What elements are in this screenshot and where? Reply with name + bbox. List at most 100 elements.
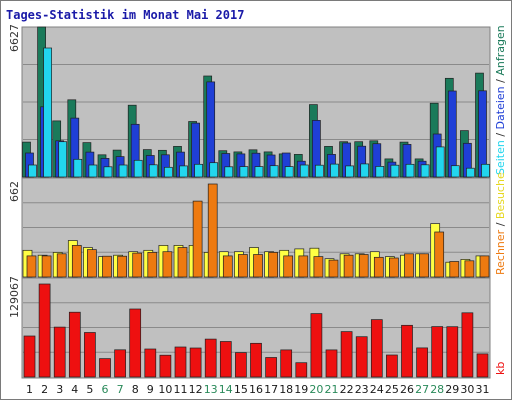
- bar-kb-day-22: [340, 331, 353, 378]
- bar-seiten-day-25: [390, 164, 400, 178]
- bar-kb-day-18: [280, 349, 293, 378]
- bar-dateien-day-29: [447, 90, 457, 178]
- x-tick-label-day-30: 30: [460, 383, 474, 396]
- bar-rechner-day-4: [71, 245, 82, 278]
- panel-middle-ymax-label: 662: [8, 181, 21, 202]
- bar-rechner-day-18: [283, 255, 294, 278]
- bar-kb-day-9: [144, 348, 157, 378]
- bar-seiten-day-1: [28, 164, 37, 178]
- bar-kb-day-24: [370, 319, 383, 378]
- bar-seiten-day-29: [450, 165, 460, 178]
- bar-kb-day-17: [265, 357, 277, 378]
- chart-title: Tages-Statistik im Monat Mai 2017: [6, 8, 244, 22]
- bar-seiten-day-12: [194, 163, 203, 178]
- bar-kb-day-4: [68, 311, 81, 378]
- bar-seiten-day-23: [360, 163, 370, 178]
- bar-kb-day-5: [84, 332, 96, 378]
- x-axis-labels: 1 2 3 4 5 6 7 8 9 10 11 12 13 14 15 16 17 18 19 20 21 22 23 24 2…: [26, 383, 490, 396]
- bar-rechner-day-16: [253, 254, 263, 278]
- legend-anfragen: Anfragen: [494, 25, 507, 75]
- bar-seiten-day-13: [209, 162, 219, 178]
- bar-kb-day-11: [174, 346, 187, 378]
- x-tick-label-day-5: 5: [86, 383, 93, 396]
- bar-seiten-day-19: [299, 164, 309, 178]
- svg-text:Rechner / Besuche: Rechner / Besuche: [494, 172, 507, 275]
- panel-bottom-ymax-label: 129067: [8, 276, 21, 318]
- x-tick-label-day-8: 8: [132, 383, 139, 396]
- legend-separator-2: /: [494, 76, 507, 87]
- bar-seiten-day-11: [179, 165, 188, 178]
- bar-seiten-day-20: [315, 164, 324, 178]
- x-tick-label-day-13: 13: [204, 383, 218, 396]
- legend-rechner: Rechner: [494, 229, 507, 275]
- bar-rechner-day-14: [222, 255, 233, 278]
- bar-seiten-day-5: [88, 164, 98, 178]
- bar-rechner-day-6: [102, 255, 112, 278]
- panel-top-ymax-label: 6627: [8, 24, 21, 52]
- legend-kb: kb: [494, 362, 507, 375]
- bar-kb-day-21: [325, 349, 338, 378]
- bar-rechner-day-20: [313, 256, 324, 278]
- x-tick-label-day-17: 17: [264, 383, 278, 396]
- bar-seiten-day-31: [481, 163, 490, 178]
- bar-kb-day-10: [159, 354, 172, 378]
- bar-rechner-day-12: [192, 200, 203, 278]
- x-tick-label-day-1: 1: [26, 383, 33, 396]
- bar-seiten-day-21: [330, 163, 339, 178]
- x-tick-label-day-14: 14: [219, 383, 233, 396]
- x-tick-label-day-11: 11: [174, 383, 188, 396]
- bar-rechner-day-15: [238, 254, 248, 278]
- bar-kb-day-7: [114, 349, 126, 378]
- bar-kb-day-27: [416, 347, 428, 378]
- x-tick-label-day-21: 21: [325, 383, 339, 396]
- x-tick-label-day-23: 23: [355, 383, 369, 396]
- legend-seiten: Seiten: [494, 140, 507, 175]
- bar-kb-day-31: [476, 353, 489, 378]
- bar-rechner-day-8: [132, 252, 143, 278]
- bar-rechner-day-25: [389, 257, 399, 278]
- bar-rechner-day-10: [162, 251, 173, 278]
- bar-rechner-day-30: [464, 260, 475, 278]
- bar-kb-day-29: [446, 326, 459, 378]
- bar-rechner-day-31: [479, 255, 490, 278]
- legend-separator-3: /: [494, 219, 507, 230]
- x-tick-label-day-12: 12: [189, 383, 203, 396]
- bar-seiten-day-24: [375, 166, 385, 178]
- legend-besuche: Besuche: [494, 172, 507, 219]
- bar-seiten-day-4: [73, 158, 83, 178]
- bar-kb-day-12: [189, 347, 202, 378]
- legend-middle: Rechner / Besuche: [494, 172, 507, 275]
- bar-rechner-day-27: [419, 253, 429, 278]
- bar-seiten-day-16: [254, 166, 264, 178]
- bar-rechner-day-5: [87, 249, 97, 278]
- x-tick-label-day-26: 26: [400, 383, 414, 396]
- bar-seiten-day-8: [133, 159, 143, 178]
- bar-rechner-day-1: [26, 255, 37, 278]
- x-tick-label-day-22: 22: [340, 383, 354, 396]
- bar-rechner-day-29: [449, 261, 460, 278]
- x-tick-label-day-29: 29: [445, 383, 459, 396]
- bar-seiten-day-17: [269, 165, 279, 178]
- legend-separator-1: /: [494, 129, 507, 140]
- x-tick-label-day-28: 28: [430, 383, 444, 396]
- x-tick-label-day-31: 31: [476, 383, 490, 396]
- bar-kb-day-15: [235, 352, 247, 378]
- x-tick-label-day-3: 3: [56, 383, 63, 396]
- bar-kb-day-25: [386, 354, 398, 378]
- bar-seiten-day-27: [420, 164, 430, 178]
- bar-kb-day-2: [38, 283, 51, 378]
- bar-kb-day-16: [250, 342, 262, 378]
- bar-rechner-day-28: [434, 231, 445, 278]
- x-tick-label-day-16: 16: [249, 383, 263, 396]
- legend-dateien: Dateien: [494, 86, 507, 129]
- bar-rechner-day-13: [207, 183, 218, 278]
- bar-kb-day-19: [295, 362, 308, 378]
- bar-seiten-day-14: [224, 166, 234, 178]
- bar-rechner-day-19: [298, 255, 309, 278]
- bar-kb-day-1: [23, 335, 36, 378]
- bar-seiten-day-7: [118, 164, 128, 178]
- bar-kb-day-6: [99, 358, 111, 378]
- bar-kb-day-8: [129, 308, 142, 378]
- x-tick-label-day-9: 9: [147, 383, 154, 396]
